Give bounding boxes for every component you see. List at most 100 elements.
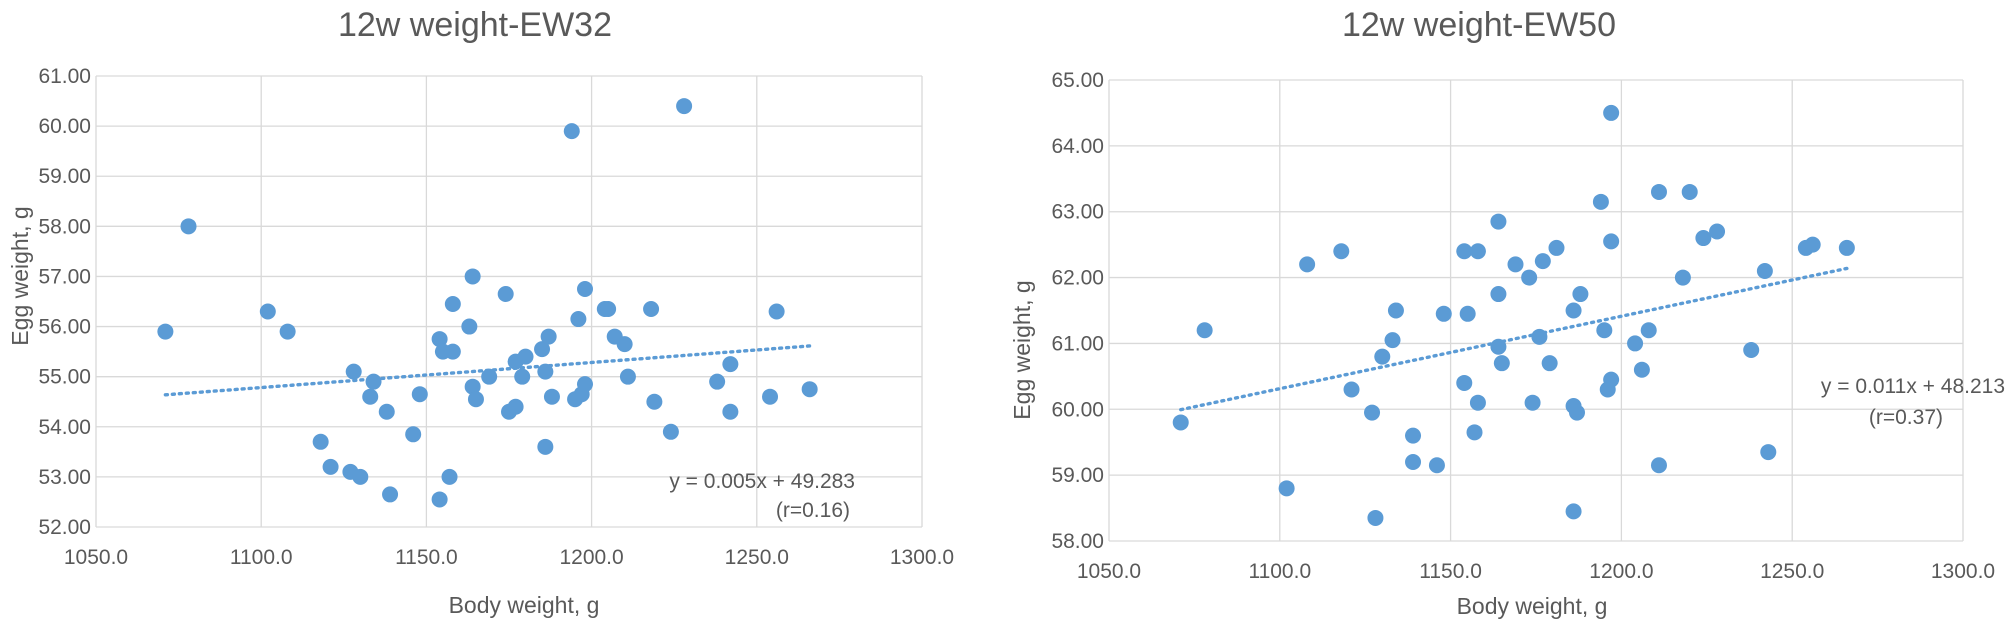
y-tick-label: 58.00 [38,215,91,238]
y-tick-label: 59.00 [1051,464,1104,487]
data-point [441,468,458,485]
data-point [382,486,399,503]
data-point [534,341,551,358]
x-tick-label: 1200.0 [559,546,623,569]
data-point [1405,453,1422,470]
x-tick-label: 1100.0 [230,546,293,569]
data-point [1405,427,1422,444]
data-point [570,311,587,328]
y-tick-label: 63.00 [1051,201,1104,224]
data-point [345,363,362,380]
data-point [1760,444,1777,461]
data-point [1490,338,1507,355]
x-tick-label: 1300.0 [890,546,954,569]
data-point [1695,230,1712,247]
y-axis-title: Egg weight, g [7,206,33,345]
data-point [537,438,554,455]
data-point [1384,332,1401,349]
data-point [1299,256,1316,273]
x-tick-label: 1200.0 [1589,560,1653,583]
x-tick-label: 1250.0 [725,546,789,569]
data-point [1278,480,1295,497]
data-point [1681,183,1698,200]
data-point [762,388,779,405]
y-tick-label: 62.00 [1051,267,1104,290]
data-point [411,386,428,403]
x-tick-label: 1250.0 [1760,560,1824,583]
data-point [722,403,739,420]
x-tick-label: 1150.0 [395,546,458,569]
data-point [1603,371,1620,388]
data-point [1343,381,1360,398]
data-point [1756,262,1773,279]
data-point [507,398,524,415]
data-point [497,285,514,302]
data-point [543,388,560,405]
data-point [1838,239,1855,256]
x-tick-label: 1100.0 [1248,560,1311,583]
data-point [1650,457,1667,474]
data-point [1387,302,1404,319]
data-point [1603,104,1620,121]
chart-ew50: 12w weight-EW50 1050.0 1100.0 1150.0 1200.0… [1000,0,2007,630]
data-point [464,378,481,395]
data-point [1568,404,1585,421]
data-point [1627,335,1644,352]
y-tick-label: 52.00 [38,516,91,539]
data-point [722,356,739,373]
data-point [1709,223,1726,240]
x-tick-label: 1300.0 [1931,560,1995,583]
data-point [362,388,379,405]
y-tick-label: 61.00 [38,65,91,88]
data-point [1469,243,1486,260]
data-point [444,343,461,360]
data-point [365,373,382,390]
x-tick-label: 1050.0 [1077,560,1141,583]
data-point [600,301,617,318]
data-point [431,331,448,348]
data-point [481,368,498,385]
data-point [1531,328,1548,345]
x-tick-label: 1150.0 [1419,560,1482,583]
y-tick-label: 53.00 [38,466,91,489]
data-point [322,458,339,475]
data-point [1456,243,1473,260]
data-point [643,301,660,318]
data-point [1640,322,1657,339]
chart-ew32: 12w weight-EW32 1050.0 1100.0 1150.0 1200.0… [0,0,1000,630]
data-point [378,403,395,420]
data-point [1572,286,1589,303]
data-point [312,433,329,450]
chart-title: 12w weight-EW50 [1342,6,1616,44]
data-point [616,336,633,353]
correlation-label: (r=0.16) [776,499,850,522]
data-point [1364,404,1381,421]
data-point [662,423,679,440]
data-point [1466,424,1483,441]
data-point [1172,414,1189,431]
data-point [1490,286,1507,303]
data-point [1374,348,1391,365]
y-tick-label: 60.00 [1051,398,1104,421]
data-point [1469,394,1486,411]
data-point [517,348,534,365]
data-point [537,363,554,380]
data-point [1565,503,1582,520]
data-point [1633,361,1650,378]
data-point [464,268,481,285]
trendline-equation: y = 0.011x + 48.213 [1821,375,2005,398]
data-point [646,393,663,410]
y-tick-label: 58.00 [1051,530,1104,553]
data-point [514,368,531,385]
data-point [1435,305,1452,322]
data-point [352,468,369,485]
data-point [1521,269,1538,286]
data-point [540,328,557,345]
data-point [1507,256,1524,273]
data-point [180,218,197,235]
data-point [576,280,593,297]
data-point [157,323,174,340]
data-point [1548,239,1565,256]
y-tick-label: 56.00 [38,316,91,339]
data-point [801,381,818,398]
